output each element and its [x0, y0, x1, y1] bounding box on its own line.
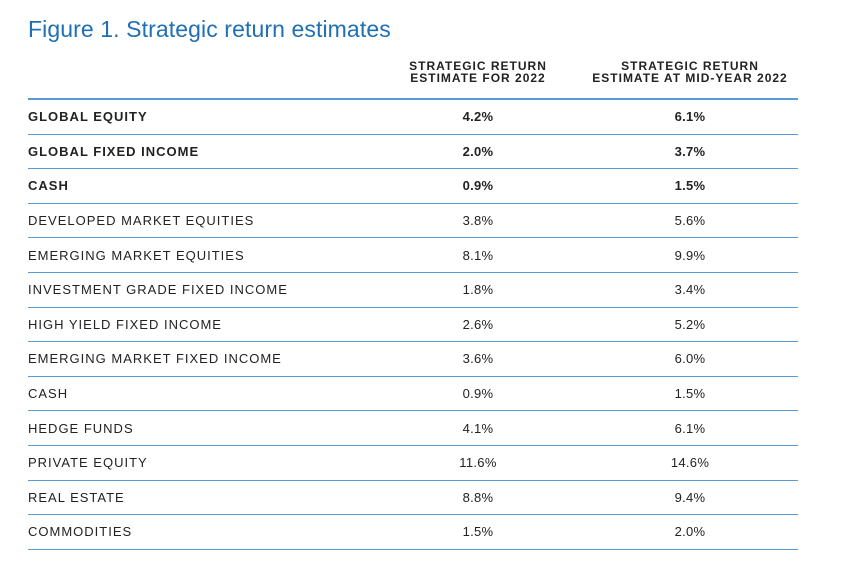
estimate-mid-year-2022-value: 6.0%	[674, 351, 706, 367]
row-label: GLOBAL EQUITY	[28, 109, 148, 125]
row-label: CASH	[28, 386, 69, 402]
estimate-2022-value: 11.6%	[459, 455, 497, 471]
estimate-2022-value: 8.8%	[462, 489, 494, 505]
estimate-2022-value: 8.1%	[462, 247, 494, 263]
table-row: INVESTMENT GRADE FIXED INCOME 1.8% 3.4%	[28, 273, 798, 308]
table-row: EMERGING MARKET FIXED INCOME 3.6% 6.0%	[28, 342, 798, 377]
estimate-mid-year-2022-value: 9.9%	[674, 247, 706, 263]
estimate-mid-year-2022-value: 3.4%	[674, 282, 706, 298]
table-row: PRIVATE EQUITY 11.6% 14.6%	[28, 446, 798, 481]
table-row: REAL ESTATE 8.8% 9.4%	[28, 481, 798, 516]
table-row: GLOBAL FIXED INCOME 2.0% 3.7%	[28, 135, 798, 170]
column-header-2022-line-2: ESTIMATE FOR 2022	[410, 71, 546, 85]
row-label: INVESTMENT GRADE FIXED INCOME	[28, 282, 288, 298]
row-label: HEDGE FUNDS	[28, 420, 134, 436]
estimate-2022-value: 0.9%	[462, 178, 494, 194]
table-row: CASH 0.9% 1.5%	[28, 377, 798, 412]
row-label: REAL ESTATE	[28, 489, 125, 505]
estimate-mid-year-2022-value: 5.2%	[674, 316, 706, 332]
estimate-2022-value: 3.8%	[462, 213, 494, 229]
row-label: COMMODITIES	[28, 524, 133, 540]
figure-title: Figure 1. Strategic return estimates	[28, 16, 391, 42]
estimate-mid-year-2022-value: 9.4%	[674, 489, 706, 505]
column-header-mid-year-line-1: STRATEGIC RETURN	[621, 59, 759, 73]
estimate-mid-year-2022-value: 14.6%	[670, 455, 710, 471]
column-header-2022: STRATEGIC RETURN ESTIMATE FOR 2022	[392, 60, 564, 84]
row-label: PRIVATE EQUITY	[28, 455, 148, 471]
estimate-2022-value: 3.6%	[462, 351, 494, 367]
row-label: GLOBAL FIXED INCOME	[28, 143, 200, 159]
estimate-2022-value: 2.6%	[462, 316, 494, 332]
table-row: DEVELOPED MARKET EQUITIES 3.8% 5.6%	[28, 204, 798, 239]
table-body: GLOBAL EQUITY 4.2% 6.1% GLOBAL FIXED INCOME…	[28, 100, 798, 550]
table-header: STRATEGIC RETURN ESTIMATE FOR 2022 STRAT…	[28, 60, 798, 100]
column-header-mid-year-line-2: ESTIMATE AT MID-YEAR 2022	[592, 71, 788, 85]
estimate-mid-year-2022-value: 1.5%	[674, 178, 706, 194]
estimate-2022-value: 4.2%	[462, 109, 494, 125]
table-row: COMMODITIES 1.5% 2.0%	[28, 515, 798, 550]
table-row: HEDGE FUNDS 4.1% 6.1%	[28, 411, 798, 446]
table-row: EMERGING MARKET EQUITIES 8.1% 9.9%	[28, 238, 798, 273]
estimate-mid-year-2022-value: 5.6%	[674, 213, 706, 229]
estimate-mid-year-2022-value: 6.1%	[674, 109, 706, 125]
estimate-2022-value: 1.8%	[462, 282, 494, 298]
table-row: CASH 0.9% 1.5%	[28, 169, 798, 204]
return-estimates-table: STRATEGIC RETURN ESTIMATE FOR 2022 STRAT…	[28, 60, 798, 550]
estimate-2022-value: 4.1%	[462, 420, 494, 436]
row-label: EMERGING MARKET FIXED INCOME	[28, 351, 282, 367]
estimate-2022-value: 0.9%	[462, 386, 494, 402]
estimate-2022-value: 2.0%	[462, 143, 494, 159]
row-label: CASH	[28, 178, 69, 194]
table-row: HIGH YIELD FIXED INCOME 2.6% 5.2%	[28, 308, 798, 343]
row-label: EMERGING MARKET EQUITIES	[28, 247, 245, 263]
estimate-mid-year-2022-value: 1.5%	[674, 386, 706, 402]
estimate-mid-year-2022-value: 6.1%	[674, 420, 706, 436]
row-label: HIGH YIELD FIXED INCOME	[28, 316, 222, 332]
column-header-2022-line-1: STRATEGIC RETURN	[409, 59, 547, 73]
row-label: DEVELOPED MARKET EQUITIES	[28, 213, 255, 229]
estimate-2022-value: 1.5%	[462, 524, 494, 540]
table-row: GLOBAL EQUITY 4.2% 6.1%	[28, 100, 798, 135]
estimate-mid-year-2022-value: 2.0%	[674, 524, 706, 540]
column-header-mid-year-2022: STRATEGIC RETURN ESTIMATE AT MID-YEAR 20…	[580, 60, 800, 84]
estimate-mid-year-2022-value: 3.7%	[674, 143, 706, 159]
